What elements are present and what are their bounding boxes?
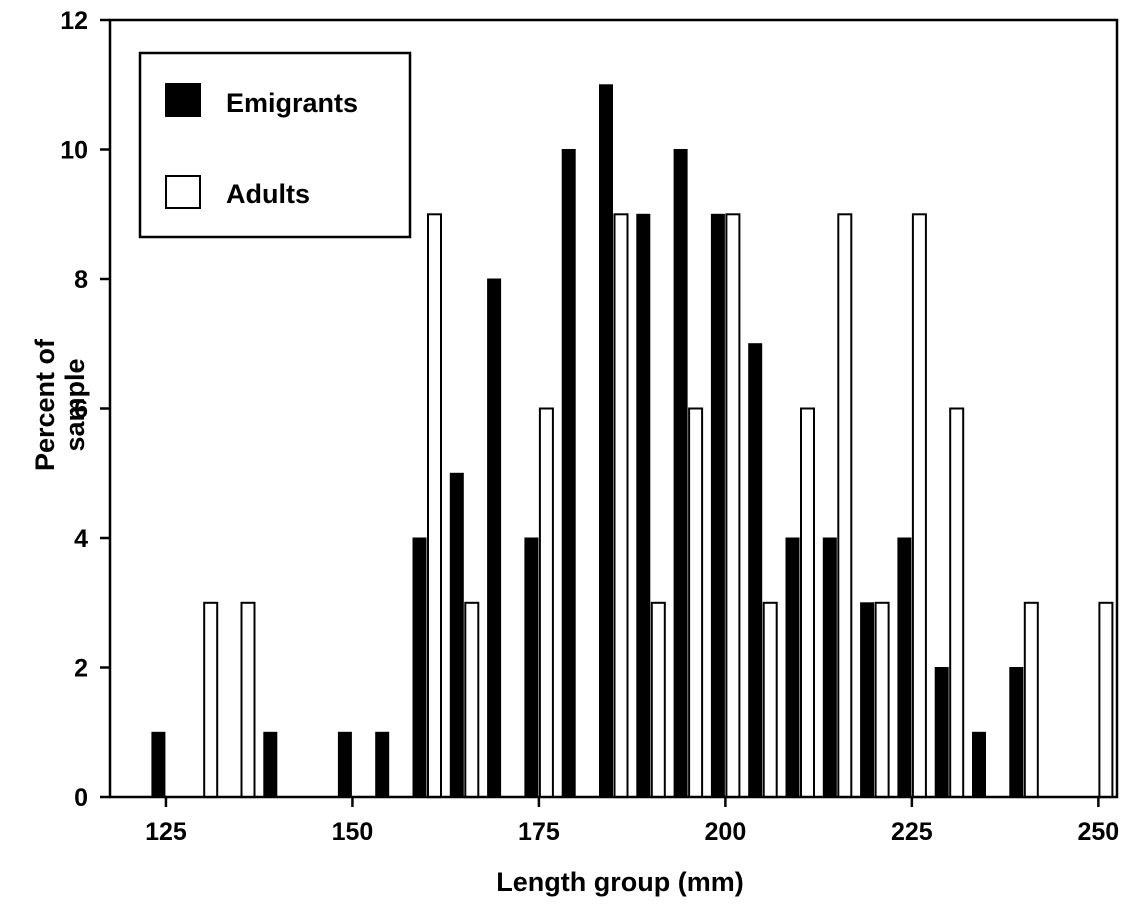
bar-adults-205 [762, 601, 778, 799]
x-tick-label-150: 150 [332, 818, 374, 846]
bar-emigrants-155 [375, 731, 390, 798]
bar-emigrants-200 [710, 213, 725, 798]
bar-adults-200 [725, 213, 741, 799]
y-tick-label-0: 0 [74, 784, 88, 812]
y-tick-label-8: 8 [74, 266, 88, 294]
y-tick-label-4: 4 [74, 525, 88, 553]
bar-emigrants-225 [897, 537, 912, 798]
legend-swatch-adults [165, 175, 201, 209]
x-axis-label: Length group (mm) [496, 867, 744, 897]
bar-adults-165 [464, 601, 480, 799]
bars-layer [151, 84, 1114, 799]
bar-emigrants-240 [1009, 667, 1024, 798]
legend-box [138, 51, 412, 239]
x-tick-label-250: 250 [1077, 818, 1119, 846]
y-axis-label: Percent of sample [30, 338, 90, 472]
bar-emigrants-175 [524, 537, 539, 798]
bar-adults-195 [688, 407, 704, 798]
x-tick-label-125: 125 [145, 818, 187, 846]
bar-emigrants-235 [972, 731, 986, 798]
legend: Emigrants Adults [138, 51, 412, 239]
bar-adults-190 [650, 601, 666, 799]
x-tick-label-200: 200 [705, 818, 747, 846]
bar-adults-220 [874, 601, 890, 799]
bar-emigrants-125 [151, 731, 166, 798]
x-tick-label-175: 175 [518, 818, 560, 846]
bar-emigrants-190 [636, 213, 651, 798]
bar-adults-175 [538, 407, 554, 798]
x-tick-label-225: 225 [891, 818, 933, 846]
bar-adults-225 [911, 213, 927, 799]
bar-adults-210 [800, 407, 815, 798]
legend-label-emigrants: Emigrants [226, 88, 358, 118]
bar-emigrants-160 [412, 537, 427, 798]
bar-emigrants-180 [561, 149, 576, 798]
bar-emigrants-215 [822, 537, 837, 798]
bar-emigrants-165 [449, 472, 464, 798]
bar-adults-135 [240, 601, 256, 799]
bar-adults-250 [1098, 601, 1114, 799]
axes-layer: 125 150 175 200 225 250 0 2 4 6 8 10 12 [60, 7, 1119, 846]
bar-emigrants-170 [487, 278, 502, 798]
y-tick-label-6: 6 [74, 396, 88, 424]
bar-emigrants-220 [860, 602, 875, 798]
bar-emigrants-210 [785, 537, 800, 798]
bar-adults-230 [949, 407, 965, 798]
bar-adults-160 [427, 213, 442, 799]
bar-emigrants-195 [673, 149, 688, 798]
y-tick-label-12: 12 [60, 7, 88, 35]
bar-emigrants-150 [337, 731, 352, 798]
legend-label-adults: Adults [226, 179, 310, 209]
bar-adults-240 [1023, 601, 1039, 799]
y-tick-label-10: 10 [60, 137, 88, 165]
bar-emigrants-230 [934, 667, 949, 798]
bar-emigrants-205 [748, 343, 763, 798]
bar-adults-130 [203, 601, 219, 799]
legend-swatch-emigrants [165, 83, 201, 117]
bar-emigrants-185 [599, 84, 613, 798]
bar-emigrants-140 [263, 731, 278, 798]
bar-adults-185 [613, 213, 629, 799]
y-tick-label-2: 2 [74, 655, 88, 683]
bar-adults-215 [837, 213, 853, 799]
